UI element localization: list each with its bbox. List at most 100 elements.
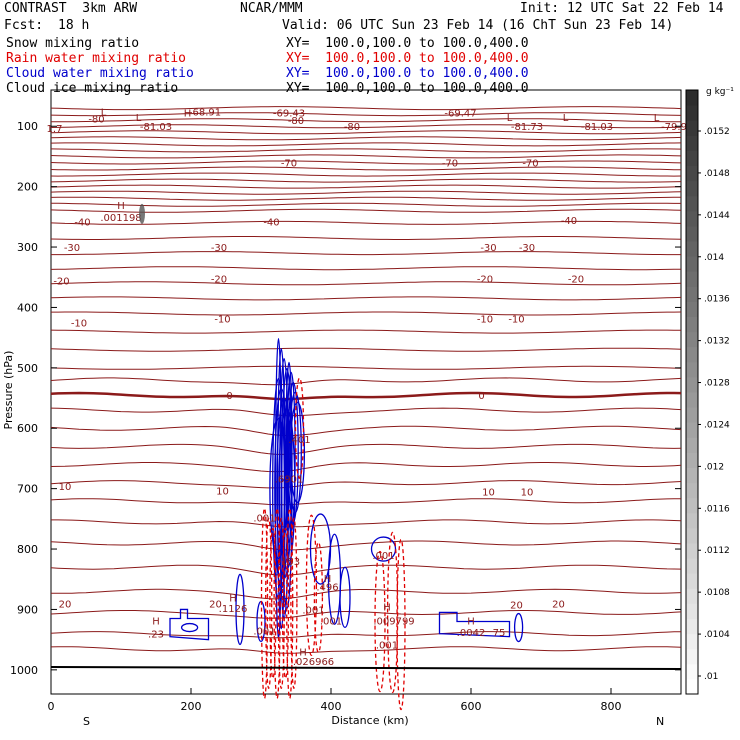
isotherm-label: 1.7	[47, 124, 63, 135]
legend-cloud-ice-xy: XY= 100.0,100.0 to 100.0,400.0	[286, 81, 529, 96]
colorbar-label: .0128	[704, 379, 730, 389]
y-tick-label: 300	[17, 241, 38, 254]
isotherm-label: -40	[74, 218, 90, 229]
isotherm-line	[50, 160, 682, 165]
isotherm-line	[50, 425, 682, 437]
y-axis-title: Pressure (hPa)	[2, 351, 15, 430]
extremum-label: L	[136, 113, 142, 124]
isotherm-label: 0	[226, 391, 232, 402]
x-tick-label: 200	[181, 700, 202, 713]
isotherm-line	[50, 610, 682, 619]
isotherm-line	[50, 184, 682, 189]
cloud-water-label: .6901	[275, 474, 304, 485]
legend-cloud-water-xy: XY= 100.0,100.0 to 100.0,400.0	[286, 66, 529, 81]
plot-area: -80 -80 -80 -68.91 -69.43 -69.47 -81.03 -81.73 -…	[47, 89, 687, 711]
isotherm-line	[50, 631, 682, 639]
isotherm-label: 20	[59, 599, 72, 610]
isotherm-label: -30	[519, 243, 535, 254]
forecast-label: Fcst:	[4, 18, 44, 33]
y-tick-label: 500	[17, 362, 38, 375]
colorbar-segment	[686, 271, 698, 287]
colorbar-label: .0124	[704, 420, 730, 430]
rain-water-contour	[281, 527, 290, 680]
isotherm-line	[50, 130, 682, 135]
isotherm-label: -81.73	[511, 122, 543, 133]
temperature-contours	[50, 106, 682, 654]
colorbar-segment	[686, 210, 698, 227]
isotherm-line	[50, 166, 682, 171]
isotherm-label: 20	[209, 599, 222, 610]
colorbar-label: .0132	[704, 337, 730, 347]
rain-water-contour	[269, 527, 277, 680]
colorbar-segment	[686, 225, 698, 242]
isotherm-line	[50, 208, 682, 213]
cloud-water-contours	[169, 337, 524, 646]
isotherm-line	[50, 540, 682, 551]
rain-water-label: .009799	[373, 616, 414, 627]
extremum-label: H	[184, 108, 192, 119]
colorbar-label: .0148	[704, 169, 730, 179]
cloud-water-contour	[438, 611, 511, 638]
cloud-water-label: .23	[148, 630, 164, 641]
isotherm-line	[51, 251, 681, 256]
colorbar-segment	[686, 346, 698, 363]
colorbar-segment	[686, 512, 698, 529]
isotherm-label: -81.03	[581, 122, 613, 133]
rain-water-contour	[273, 507, 281, 700]
isotherm-line	[50, 462, 682, 473]
isotherm-label: -81.03	[140, 122, 172, 133]
extremum-label: L	[101, 108, 107, 119]
cloud-water-label: .1126	[219, 604, 248, 615]
isotherm-line	[50, 588, 682, 600]
extremum-label: L	[563, 113, 569, 124]
y-tick-label: 600	[17, 422, 38, 435]
init-time: Init: 12 UTC Sat 22 Feb 14	[520, 1, 724, 16]
y-tick-label: 100	[17, 120, 38, 133]
rain-water-contour	[396, 538, 406, 711]
isotherm-line	[51, 118, 681, 123]
colorbar-segment	[686, 558, 698, 574]
isotherm-line	[50, 236, 682, 240]
isotherm-label: 10	[59, 482, 72, 493]
cloud-water-contour	[289, 401, 306, 504]
isotherm-label: 20	[510, 601, 523, 612]
rain-water-label: H	[383, 602, 391, 613]
cloud-water-contour	[235, 573, 245, 646]
colorbar-label: .0116	[704, 504, 730, 514]
isotherm-line	[50, 498, 682, 506]
isotherm-label: -40	[561, 216, 577, 227]
extremum-label: L	[654, 113, 660, 124]
cloud-water-contour	[276, 347, 286, 630]
y-tick-label: 700	[17, 483, 38, 496]
isotherm-line	[50, 106, 682, 111]
colorbar-segment	[686, 618, 698, 635]
isotherm-line	[50, 178, 682, 183]
colorbar-segment	[686, 120, 698, 136]
isotherm-line	[50, 266, 682, 271]
x-tick-label: 600	[461, 700, 482, 713]
isotherm-label: -70	[281, 158, 297, 169]
isotherm-label: -10	[71, 319, 87, 330]
isotherm-label: -10	[214, 314, 230, 325]
cloud-water-label: H	[324, 574, 332, 585]
colorbar-segment	[686, 648, 698, 665]
cloud-water-label: .401	[288, 435, 310, 446]
isotherm-label: 20	[552, 599, 565, 610]
isotherm-line	[51, 519, 682, 528]
isotherm-label: -68.91	[189, 108, 221, 119]
colorbar-segment	[686, 527, 698, 544]
colorbar-segment	[686, 301, 698, 317]
cloud-water-label: H	[229, 593, 237, 604]
isotherm-label: 10	[521, 488, 534, 499]
isotherm-label: -20	[568, 274, 584, 285]
model-title: CONTRAST 3km ARW	[4, 1, 138, 16]
isotherm-label: -10	[477, 314, 493, 325]
ground-line	[50, 666, 682, 670]
colorbar-segment	[686, 603, 698, 619]
legend-cloud-water-label: Cloud water mixing ratio	[6, 66, 194, 81]
isotherm-line	[50, 281, 682, 286]
isotherm-line	[50, 112, 682, 117]
colorbar-segment	[686, 135, 698, 151]
colorbar-segment	[686, 588, 698, 604]
